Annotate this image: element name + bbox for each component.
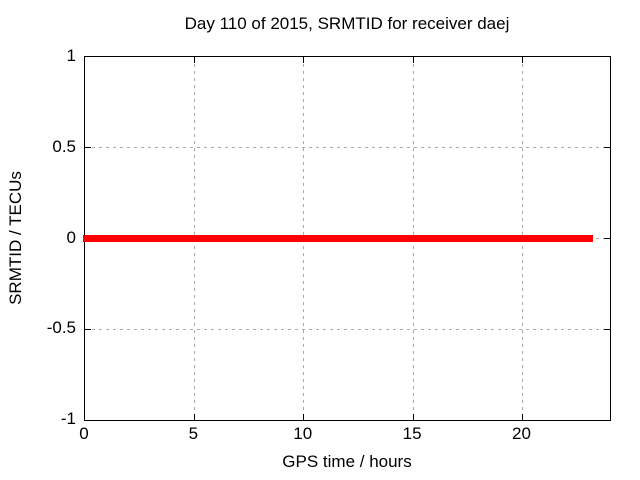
series-segment bbox=[467, 235, 594, 242]
x-axis-label: GPS time / hours bbox=[282, 452, 412, 471]
x-tick-mark-bottom bbox=[303, 414, 305, 420]
x-tick-label: 15 bbox=[402, 424, 422, 443]
x-tick-label: 5 bbox=[188, 424, 199, 443]
series-segment bbox=[460, 235, 469, 242]
chart-title: Day 110 of 2015, SRMTID for receiver dae… bbox=[184, 14, 510, 33]
y-tick-label: 0.5 bbox=[52, 136, 76, 156]
x-tick-mark-top bbox=[522, 57, 523, 63]
gridline-horizontal bbox=[85, 147, 610, 149]
y-tick-label: 0 bbox=[66, 227, 76, 247]
x-tick-mark-top bbox=[193, 57, 195, 63]
x-tick-mark-top bbox=[412, 57, 414, 63]
y-tick-label: 1 bbox=[66, 46, 76, 65]
series-segment bbox=[263, 235, 301, 242]
x-tick-mark-top bbox=[303, 57, 305, 63]
x-tick-mark-bottom bbox=[193, 414, 195, 420]
series-segment bbox=[298, 235, 462, 242]
x-tick-label: 20 bbox=[512, 424, 531, 443]
y-tick-mark-right bbox=[604, 147, 610, 149]
y-tick-mark-left bbox=[85, 147, 91, 149]
y-tick-label: -0.5 bbox=[46, 318, 76, 338]
y-tick-mark-right bbox=[604, 238, 610, 239]
y-tick-label: -1 bbox=[60, 409, 76, 428]
plot-area bbox=[83, 56, 611, 421]
x-tick-label: 0 bbox=[79, 424, 89, 443]
x-tick-label: 10 bbox=[293, 424, 313, 443]
y-tick-mark-right bbox=[604, 328, 610, 330]
gridline-horizontal bbox=[85, 328, 610, 330]
x-tick-mark-bottom bbox=[412, 414, 414, 420]
y-tick-mark-left bbox=[85, 328, 91, 330]
series-segment bbox=[83, 235, 264, 242]
x-tick-mark-bottom bbox=[522, 414, 523, 420]
